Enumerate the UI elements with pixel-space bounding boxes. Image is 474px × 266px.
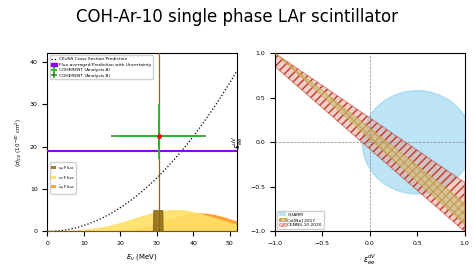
X-axis label: $\varepsilon_{ee}^{dV}$: $\varepsilon_{ee}^{dV}$	[363, 252, 377, 266]
X-axis label: $E_\nu$ (MeV): $E_\nu$ (MeV)	[127, 252, 158, 262]
Ellipse shape	[362, 91, 472, 194]
Y-axis label: $\varepsilon_{ee}^{uV}$: $\varepsilon_{ee}^{uV}$	[230, 135, 245, 149]
Legend: $\nu_\mu$ Flux, $\nu_e$ Flux, $\bar{\nu}_\mu$ Flux: $\nu_\mu$ Flux, $\nu_e$ Flux, $\bar{\nu}…	[50, 162, 76, 194]
Legend: CHARM, CsI[Na] 2017, CENNS-10 2020: CHARM, CsI[Na] 2017, CENNS-10 2020	[277, 211, 324, 229]
Text: COH-Ar-10 single phase LAr scintillator: COH-Ar-10 single phase LAr scintillator	[76, 8, 398, 26]
Polygon shape	[275, 53, 465, 224]
Y-axis label: $\langle\sigma\rangle_{CE}$ $(10^{-40}\ \mathrm{cm}^2)$: $\langle\sigma\rangle_{CE}$ $(10^{-40}\ …	[14, 118, 24, 167]
Polygon shape	[275, 53, 465, 231]
